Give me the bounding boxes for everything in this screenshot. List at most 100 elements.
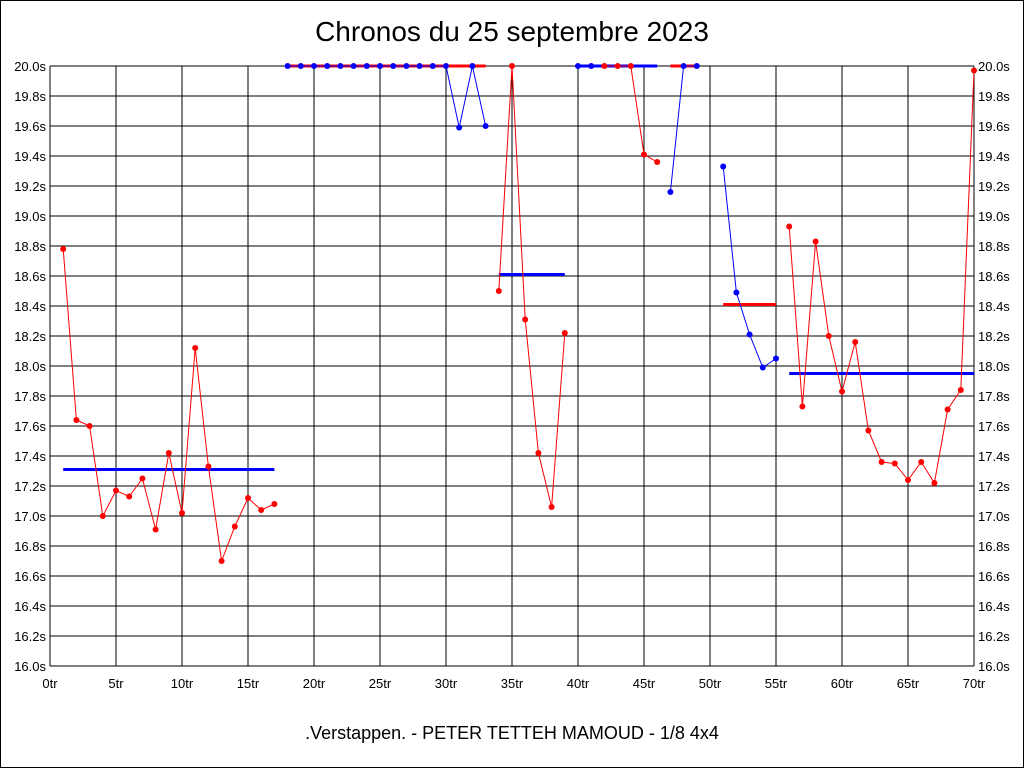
data-point [297,63,304,69]
y-tick-label-left: 19.0s [14,209,46,224]
data-point [258,507,265,513]
data-point [60,246,67,252]
y-tick-label-right: 18.0s [978,359,1010,374]
x-tick-label: 35tr [501,676,524,691]
data-point [337,63,344,69]
data-point [773,355,779,362]
y-tick-label-left: 19.8s [14,89,46,104]
data-point [720,163,727,170]
data-point [126,493,133,500]
y-tick-label-right: 18.8s [978,239,1010,254]
data-point [416,63,423,69]
data-point [363,63,370,69]
data-point [971,67,977,74]
y-tick-label-right: 16.0s [978,659,1010,674]
series-line [287,65,487,128]
y-tick-label-left: 19.4s [14,149,46,164]
x-tick-label: 30tr [435,676,458,691]
data-point [812,238,819,245]
data-point [839,388,845,395]
data-point [495,288,502,294]
x-tick-label: 60tr [831,676,854,691]
x-tick-label: 10tr [171,676,194,691]
data-point [139,475,146,482]
x-tick-label: 0tr [42,676,58,691]
data-point [284,63,291,69]
y-tick-label-left: 16.2s [14,629,46,644]
y-tick-label-left: 18.8s [14,239,46,254]
data-point [152,526,159,533]
data-point [746,331,753,338]
data-point [548,504,555,510]
chart-title: Chronos du 25 septembre 2023 [315,16,709,47]
y-tick-label-left: 17.2s [14,479,46,494]
y-tick-label-left: 18.0s [14,359,46,374]
y-tick-label-right: 17.6s [978,419,1010,434]
x-tick-label: 45tr [633,676,656,691]
data-point [601,63,608,69]
y-tick-label-right: 16.4s [978,599,1010,614]
data-point [614,63,621,69]
y-tick-label-right: 17.0s [978,509,1010,524]
data-point [654,159,661,165]
data-point [509,63,515,69]
y-tick-label-right: 17.4s [978,449,1010,464]
data-point [535,450,542,456]
data-point [456,124,463,131]
data-point [99,513,106,519]
data-point [641,151,647,158]
data-point [575,63,581,69]
data-point [667,189,674,195]
data-point [192,345,199,351]
data-point [733,289,740,296]
data-point [931,480,938,486]
data-point [205,463,212,470]
x-tick-label: 5tr [108,676,124,691]
data-point [271,501,278,507]
data-point [905,477,911,483]
data-point [865,427,872,434]
data-point [799,403,806,410]
y-tick-label-left: 19.6s [14,119,46,134]
y-tick-label-left: 16.8s [14,539,46,554]
x-tick-label: 65tr [897,676,920,691]
data-point [218,558,225,564]
data-point [350,63,357,69]
x-tick-label: 70tr [963,676,986,691]
data-point [680,63,687,69]
y-tick-label-right: 19.0s [978,209,1010,224]
data-point [113,487,119,494]
y-tick-label-right: 18.2s [978,329,1010,344]
y-tick-label-right: 19.4s [978,149,1010,164]
data-point [390,63,397,69]
y-tick-label-left: 17.4s [14,449,46,464]
data-point [918,459,925,465]
y-tick-label-left: 16.0s [14,659,46,674]
data-point [324,63,331,69]
data-point [825,333,832,339]
x-tick-label: 20tr [303,676,326,691]
data-point [891,460,898,467]
y-tick-label-left: 16.4s [14,599,46,614]
data-point [231,523,238,530]
data-point [245,495,251,501]
y-tick-label-left: 17.6s [14,419,46,434]
data-point [179,510,185,516]
y-tick-label-right: 20.0s [978,59,1010,74]
data-point [469,63,476,69]
x-tick-label: 25tr [369,676,392,691]
chart-subtitle: .Verstappen. - PETER TETTEH MAMOUD - 1/8… [305,723,719,743]
y-tick-label-right: 19.8s [978,89,1010,104]
y-tick-label-left: 18.6s [14,269,46,284]
y-tick-label-right: 18.6s [978,269,1010,284]
data-point [878,459,885,465]
data-point [165,450,172,456]
data-point [482,123,489,129]
y-tick-label-left: 16.6s [14,569,46,584]
y-tick-label-left: 19.2s [14,179,46,194]
y-tick-label-right: 18.4s [978,299,1010,314]
x-tick-label: 55tr [765,676,788,691]
data-point [957,387,964,393]
data-point [944,406,951,413]
data-point [522,316,529,323]
